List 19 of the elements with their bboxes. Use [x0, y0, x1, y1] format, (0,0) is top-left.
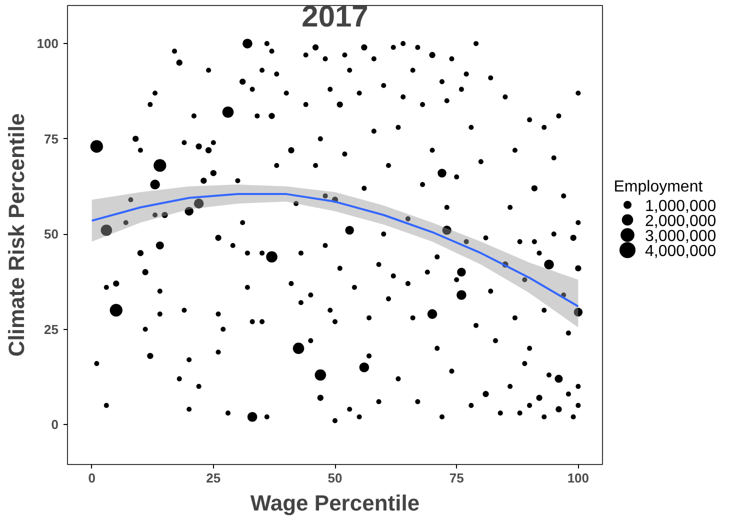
y-tick-label: 75 [44, 131, 59, 146]
legend-label: 3,000,000 [645, 228, 716, 245]
legend-label: 4,000,000 [645, 243, 716, 260]
y-tick-label: 50 [44, 226, 59, 242]
y-tick-label: 0 [51, 417, 59, 432]
x-tick-label: 100 [567, 470, 590, 486]
chart-title: 2017 [302, 0, 368, 34]
legend-label: 2,000,000 [645, 212, 716, 230]
legend-label: 1,000,000 [645, 198, 716, 215]
y-tick-label: 100 [36, 36, 59, 52]
x-tick-label: 25 [206, 470, 221, 486]
line-series [90, 193, 580, 308]
x-tick-label: 50 [328, 470, 342, 486]
y-axis-title: Climate Risk Percentile [4, 113, 29, 357]
y-tick-label: 25 [44, 322, 59, 337]
x-axis-title: Wage Percentile [250, 490, 420, 516]
x-tick-label: 0 [88, 470, 96, 486]
legend-title: Employment [614, 178, 704, 196]
x-tick-label: 75 [449, 470, 464, 486]
